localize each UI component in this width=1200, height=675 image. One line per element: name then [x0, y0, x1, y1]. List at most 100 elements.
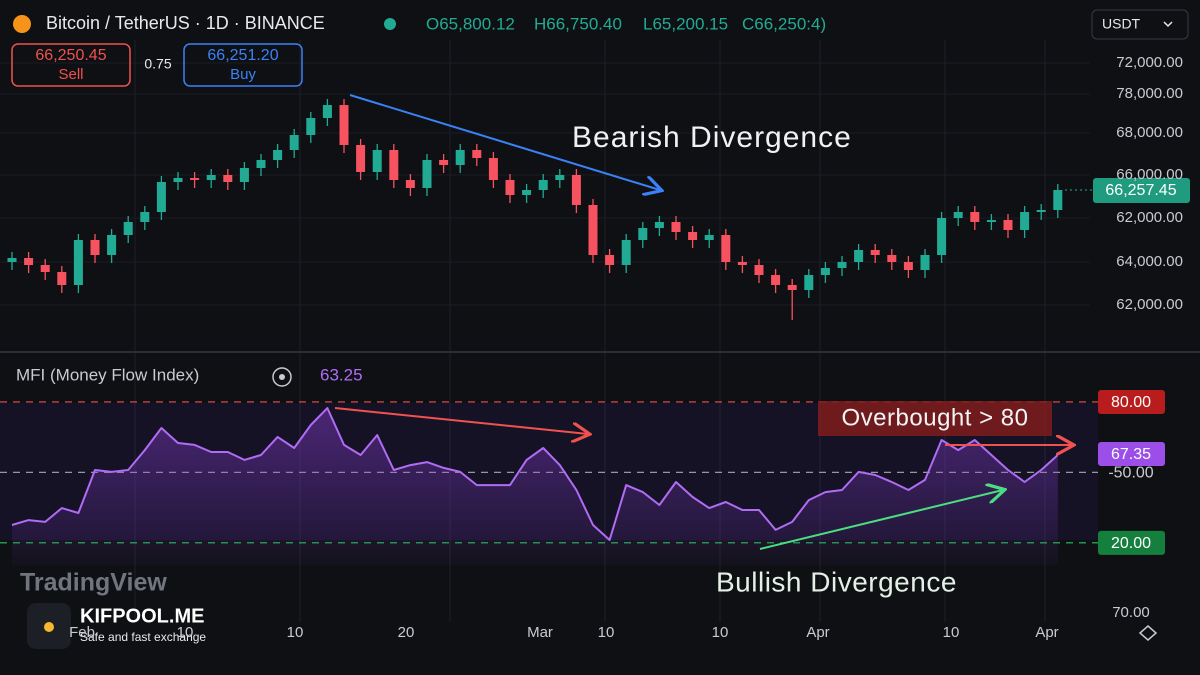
candle-body — [538, 180, 548, 190]
indicator-value: 63.25 — [320, 365, 363, 384]
candle-body — [306, 118, 316, 135]
candle-body — [223, 175, 233, 182]
status-dot — [384, 18, 396, 30]
site-icon-dot — [44, 622, 54, 632]
bearish-arrow — [349, 94, 660, 190]
visibility-icon[interactable] — [272, 367, 292, 387]
candle-body — [605, 255, 615, 265]
buy-label[interactable]: Buy — [230, 66, 256, 83]
candle-body — [57, 272, 67, 285]
candle-body — [654, 222, 664, 228]
buy-price[interactable]: 66,251.20 — [207, 47, 278, 64]
mfi-bearish-arrow — [334, 407, 588, 434]
overbought-box — [818, 401, 1052, 436]
candle-body — [837, 262, 847, 268]
tick-tag — [1098, 530, 1165, 555]
visibility-icon-dot — [279, 374, 285, 380]
candle-body — [156, 182, 166, 212]
tick-tag — [1098, 389, 1165, 414]
time-axis-label: Apr — [1035, 624, 1058, 641]
candle-body — [455, 150, 465, 165]
candle-body — [970, 212, 980, 222]
last-price: 66,257.45 — [1105, 182, 1176, 199]
price-axis-label: 78,000.00 — [1116, 85, 1183, 102]
ohlc-low: L65,200.15 — [643, 14, 728, 33]
time-axis-label: 10 — [712, 624, 729, 641]
candle-body — [356, 145, 366, 172]
candle-body — [289, 135, 299, 150]
candle-body — [422, 160, 432, 188]
candle-body — [488, 158, 498, 180]
mfi-area — [12, 408, 1058, 565]
candle-body — [505, 180, 515, 195]
candle-body — [903, 262, 913, 270]
bullish-label: Bullish Divergence — [716, 566, 957, 597]
ohlc-close: C66,250:4) — [742, 14, 826, 33]
time-axis-label: Feb — [69, 624, 95, 641]
candle-body — [522, 190, 532, 195]
candle-body — [820, 268, 830, 275]
candle-body — [322, 105, 332, 118]
candle-body — [190, 178, 200, 180]
candle-body — [7, 258, 17, 262]
candle-body — [771, 275, 781, 285]
y-tick-label: 80.00 — [1111, 394, 1151, 411]
candle-body — [24, 258, 34, 265]
candle-body — [555, 175, 565, 180]
settings-icon[interactable] — [1138, 625, 1158, 641]
candle-body — [920, 255, 930, 270]
candle-body — [405, 180, 415, 188]
time-axis-label: 10 — [943, 624, 960, 641]
candle-body — [1003, 220, 1013, 230]
last-price-tag — [1093, 178, 1190, 203]
mfi-last-tag — [1098, 442, 1165, 466]
candle-body — [986, 220, 996, 222]
plot — [0, 99, 1165, 565]
overbought-label: Overbought > 80 — [842, 404, 1029, 431]
candle-body — [40, 265, 50, 272]
candle-body — [472, 150, 482, 158]
candle-body — [721, 235, 731, 262]
buy-button[interactable] — [183, 43, 303, 87]
candle-body — [688, 232, 698, 240]
tradingview-logo: TradingView — [20, 569, 167, 597]
price-axis-label: 62,000.00 — [1116, 209, 1183, 226]
candle-body — [389, 150, 399, 180]
coin-icon — [13, 15, 31, 33]
ohlc-open: O65,800.12 — [426, 14, 515, 33]
y-tick-label: -50.00 — [1108, 465, 1153, 482]
candle-body — [123, 222, 133, 235]
currency-button[interactable] — [1091, 9, 1189, 40]
candle-body — [787, 285, 797, 290]
candle-body — [804, 275, 814, 290]
candle-body — [90, 240, 100, 255]
time-axis-label: Mar — [527, 624, 553, 641]
mfi-bullish-arrow — [759, 490, 1003, 550]
spread: 0.75 — [144, 56, 171, 72]
candle-body — [1053, 190, 1063, 210]
candle-body — [173, 178, 183, 182]
sell-button[interactable] — [11, 43, 131, 87]
dropdown-caret — [1163, 21, 1173, 28]
candle-body — [638, 228, 648, 240]
y-tick-label: 20.00 — [1111, 535, 1151, 552]
candle-body — [439, 160, 449, 165]
candle-body — [887, 255, 897, 262]
sell-label[interactable]: Sell — [58, 66, 83, 83]
clipped-tick-label: 70.00 — [1112, 604, 1150, 621]
candle-body — [737, 262, 747, 265]
sell-price[interactable]: 66,250.45 — [35, 47, 106, 64]
ohlc-high: H66,750.40 — [534, 14, 622, 33]
site-name: KIFPOOL.ME — [80, 605, 204, 627]
candle-body — [870, 250, 880, 255]
site-tagline: Safe and fast exchange — [80, 630, 206, 644]
candle-body — [273, 150, 283, 160]
currency[interactable]: USDT — [1102, 16, 1141, 32]
bearish-label: Bearish Divergence — [572, 121, 852, 154]
indicator-name: MFI (Money Flow Index) — [16, 365, 199, 384]
candle-body — [1020, 212, 1030, 230]
time-axis-label: Apr — [806, 624, 829, 641]
